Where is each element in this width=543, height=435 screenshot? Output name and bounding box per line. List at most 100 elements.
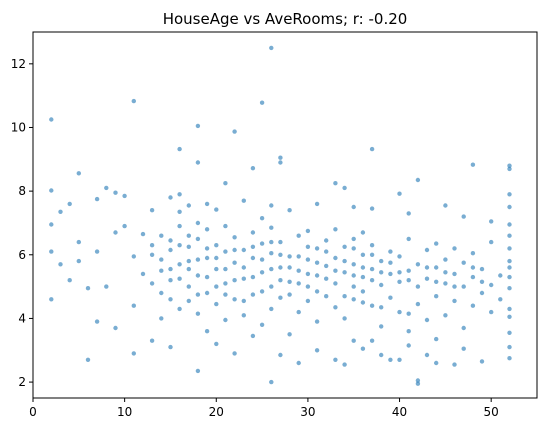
data-point <box>76 171 82 176</box>
data-point <box>58 209 63 214</box>
data-point <box>351 236 356 242</box>
data-point <box>259 100 265 105</box>
data-point <box>223 317 228 323</box>
data-point <box>470 303 476 308</box>
data-point <box>342 270 347 275</box>
data-point <box>333 357 338 362</box>
data-point <box>149 338 155 343</box>
data-point <box>186 244 191 249</box>
data-point <box>287 279 292 284</box>
data-point <box>278 265 283 270</box>
data-point <box>415 177 421 183</box>
data-point <box>507 306 512 312</box>
data-point <box>388 295 393 300</box>
data-point <box>507 344 512 350</box>
data-point <box>406 311 411 316</box>
data-point <box>49 117 54 122</box>
data-point <box>168 297 173 302</box>
y-tick-label: 6 <box>18 248 26 262</box>
data-point <box>67 278 72 283</box>
data-point <box>177 306 182 312</box>
data-point <box>232 297 237 302</box>
data-point <box>461 325 466 331</box>
data-point <box>223 281 228 286</box>
data-point <box>149 281 155 286</box>
data-point <box>186 298 191 304</box>
data-point <box>269 284 274 289</box>
chart-title: HouseAge vs AveRooms; r: -0.20 <box>163 10 408 28</box>
data-point <box>342 258 347 264</box>
data-point <box>168 238 173 243</box>
data-point <box>214 255 219 261</box>
data-point <box>507 222 512 227</box>
data-point <box>342 362 347 367</box>
data-point <box>507 258 512 264</box>
data-point <box>223 266 228 272</box>
data-point <box>195 273 201 278</box>
data-point <box>342 316 347 321</box>
data-point <box>406 268 411 273</box>
data-point <box>342 244 347 249</box>
data-point <box>296 309 301 315</box>
data-point <box>149 208 155 213</box>
data-point <box>479 290 485 296</box>
data-point <box>49 222 54 227</box>
data-point <box>388 249 393 254</box>
data-point <box>333 281 338 286</box>
data-point <box>305 271 311 277</box>
data-point <box>250 274 256 280</box>
x-tick-label: 20 <box>209 405 224 419</box>
data-point <box>223 292 228 297</box>
data-point <box>507 330 512 335</box>
data-point <box>269 379 274 385</box>
x-tick-label: 30 <box>300 405 315 419</box>
data-point <box>241 313 246 318</box>
data-point <box>452 271 457 277</box>
data-point <box>49 188 54 193</box>
data-point <box>443 281 448 286</box>
data-point <box>195 311 201 316</box>
data-point <box>305 284 311 289</box>
data-point <box>168 278 173 283</box>
data-point <box>479 279 485 284</box>
data-point <box>333 305 338 310</box>
data-point <box>296 281 301 286</box>
data-point <box>269 266 274 272</box>
data-point <box>452 362 457 367</box>
data-point <box>314 319 320 324</box>
data-point <box>507 286 512 291</box>
data-point <box>204 227 210 232</box>
data-point <box>369 338 375 343</box>
data-point <box>195 160 201 165</box>
data-point <box>333 227 338 232</box>
x-axis: 0 10 20 30 40 50 <box>29 398 499 419</box>
data-point <box>159 316 164 321</box>
data-point <box>168 344 173 350</box>
data-point <box>489 309 494 315</box>
data-point <box>351 204 356 210</box>
data-point <box>305 244 311 249</box>
data-point <box>369 252 375 257</box>
data-point <box>415 284 421 289</box>
data-point <box>342 294 347 299</box>
data-point <box>168 195 173 200</box>
data-point <box>333 255 338 261</box>
data-point <box>223 181 228 186</box>
data-point <box>507 356 512 361</box>
data-point <box>351 338 356 343</box>
data-point <box>76 258 82 264</box>
data-point <box>333 181 338 186</box>
data-point <box>434 360 439 366</box>
data-point <box>489 219 494 224</box>
data-point <box>232 247 237 253</box>
data-point <box>434 279 439 284</box>
data-point <box>489 282 494 288</box>
data-point <box>177 243 182 248</box>
data-point <box>269 203 274 208</box>
data-point <box>434 241 439 246</box>
data-point <box>424 276 430 281</box>
data-point <box>140 271 146 277</box>
x-tick-label: 50 <box>484 405 499 419</box>
y-tick-label: 8 <box>18 184 26 198</box>
data-point <box>204 201 210 207</box>
